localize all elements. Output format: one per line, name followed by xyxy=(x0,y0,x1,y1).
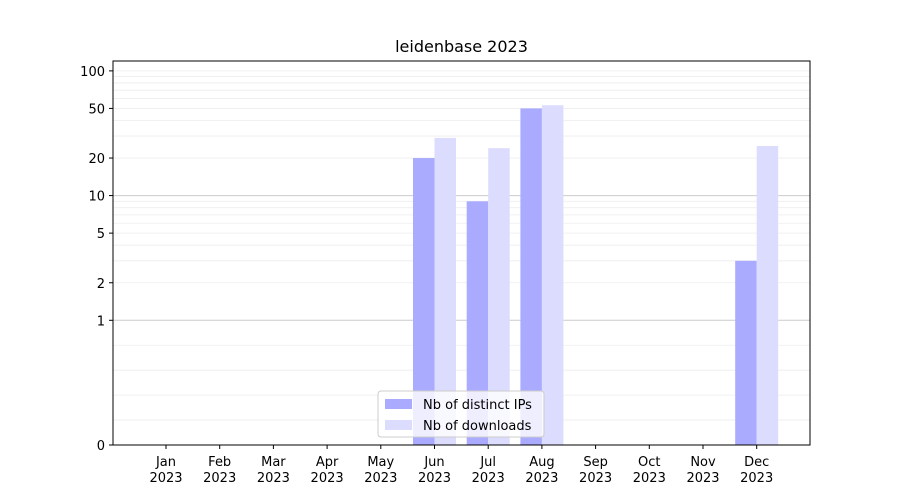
plot-frame xyxy=(112,60,811,446)
y-tick-label: 1 xyxy=(97,314,105,329)
x-tick-label-year: 2023 xyxy=(579,471,612,486)
grid-lines xyxy=(113,70,810,421)
y-tick-label: 100 xyxy=(80,65,105,80)
bar-distinct-ips xyxy=(466,201,489,445)
x-tick-label-month: Apr xyxy=(316,455,339,470)
legend-label: Nb of downloads xyxy=(423,419,532,434)
x-tick-label-year: 2023 xyxy=(311,471,344,486)
x-tick-label-month: Dec xyxy=(744,455,769,470)
y-tick-label: 20 xyxy=(88,152,105,167)
y-tick-label: 50 xyxy=(88,102,105,117)
legend-swatch xyxy=(385,399,412,409)
x-tick-label-year: 2023 xyxy=(525,471,558,486)
y-axis: 0 1 2 5 10 20 50 100 xyxy=(80,65,113,454)
x-tick-label-year: 2023 xyxy=(472,471,505,486)
y-tick-label: 2 xyxy=(97,277,105,292)
x-tick-label-month: Jul xyxy=(479,455,496,470)
bar-downloads xyxy=(488,148,510,445)
legend-box xyxy=(377,390,545,438)
x-tick-label-month: Mar xyxy=(261,455,286,470)
x-tick-label-month: Jan xyxy=(155,455,176,470)
x-tick-label-year: 2023 xyxy=(364,471,397,486)
x-axis: Jan2023Feb2023Mar2023Apr2023May2023Jun20… xyxy=(149,445,773,486)
x-tick-label-year: 2023 xyxy=(740,471,773,486)
y-tick-label: 10 xyxy=(88,190,105,205)
x-tick-label-year: 2023 xyxy=(257,471,290,486)
x-tick-label-month: Nov xyxy=(690,455,716,470)
x-tick-label-month: Jun xyxy=(423,455,444,470)
x-tick-label-month: Oct xyxy=(638,455,660,470)
x-tick-label-year: 2023 xyxy=(686,471,719,486)
x-tick-label-year: 2023 xyxy=(203,471,236,486)
x-tick-label-year: 2023 xyxy=(418,471,451,486)
y-tick-label: 0 xyxy=(97,439,105,454)
bar-distinct-ips xyxy=(735,260,757,445)
bar-distinct-ips xyxy=(520,108,542,446)
x-tick-label-year: 2023 xyxy=(633,471,666,486)
x-tick-label-month: Sep xyxy=(583,455,608,470)
bar-downloads xyxy=(434,137,456,446)
x-tick-label-year: 2023 xyxy=(149,471,182,486)
chart-title: leidenbase 2023 xyxy=(395,37,528,56)
bars xyxy=(413,105,779,446)
legend-swatch xyxy=(385,420,412,430)
x-tick-label-month: Aug xyxy=(529,455,554,470)
bar-distinct-ips xyxy=(413,158,435,445)
x-tick-label-month: May xyxy=(367,455,394,470)
legend-label: Nb of distinct IPs xyxy=(423,398,532,413)
x-tick-label-month: Feb xyxy=(208,455,231,470)
bar-downloads xyxy=(756,145,779,446)
y-tick-label: 5 xyxy=(97,227,105,242)
bar-downloads xyxy=(541,105,564,446)
legend: Nb of distinct IPs Nb of downloads xyxy=(377,390,545,438)
